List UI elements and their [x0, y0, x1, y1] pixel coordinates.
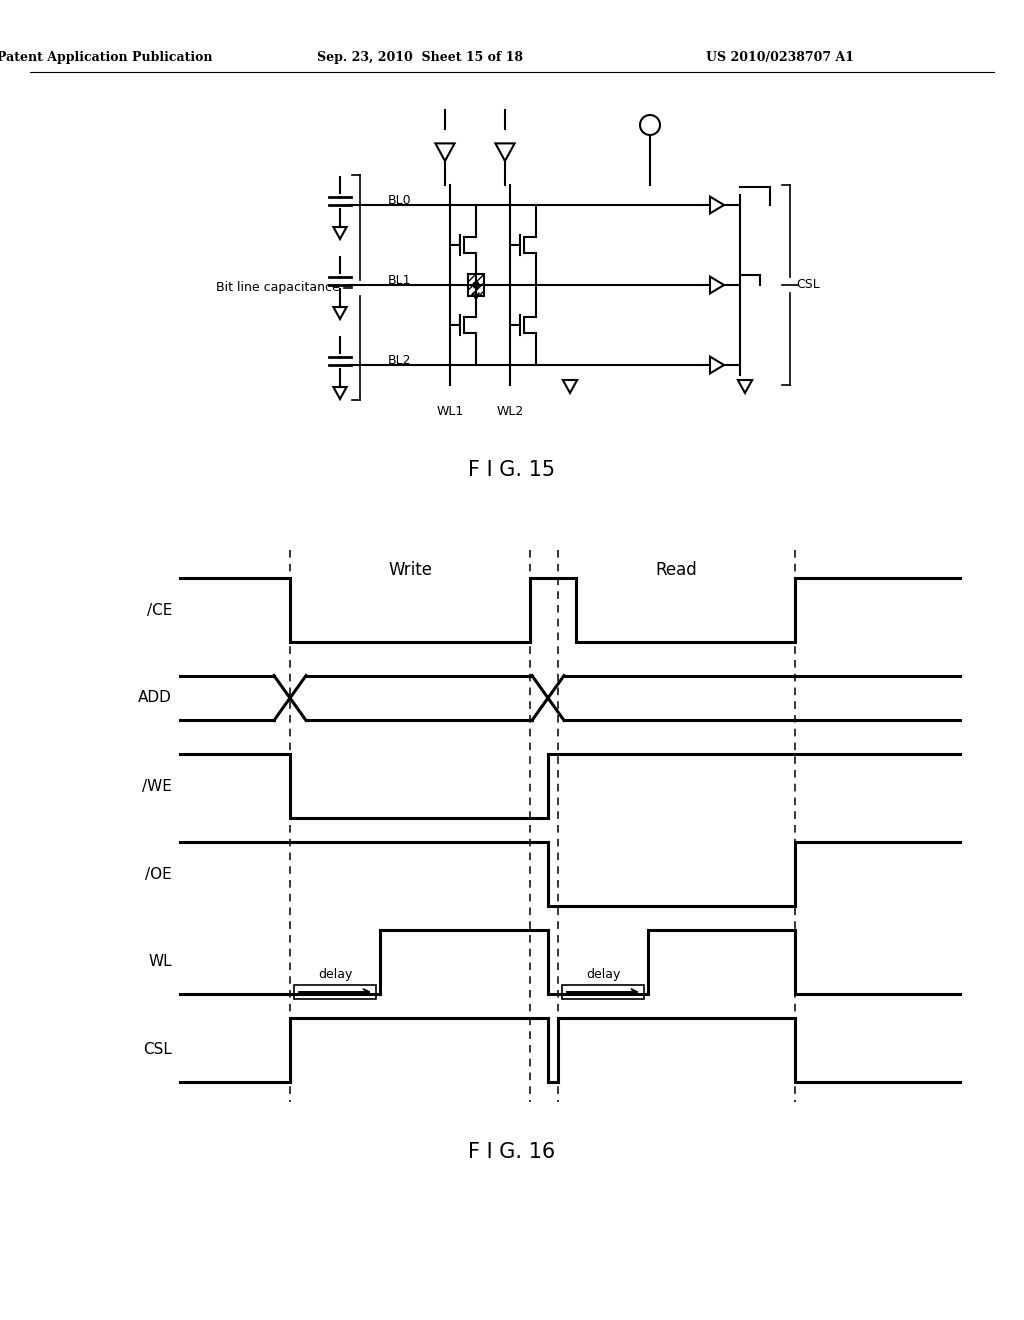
Text: Bit line capacitance: Bit line capacitance [216, 281, 340, 294]
Text: delay: delay [586, 968, 621, 981]
Text: delay: delay [317, 968, 352, 981]
Text: F I G. 16: F I G. 16 [468, 1142, 556, 1162]
Text: Write: Write [388, 561, 432, 579]
Text: WL2: WL2 [497, 405, 523, 418]
Bar [294, 985, 376, 999]
Text: ADD: ADD [138, 690, 172, 705]
Text: Read: Read [655, 561, 697, 579]
Text: Sep. 23, 2010  Sheet 15 of 18: Sep. 23, 2010 Sheet 15 of 18 [317, 51, 523, 65]
Text: BL1: BL1 [388, 275, 412, 288]
Text: WL: WL [148, 954, 172, 969]
Bar [468, 275, 484, 296]
Text: /WE: /WE [142, 779, 172, 793]
Text: F I G. 15: F I G. 15 [468, 459, 556, 480]
Text: CSL: CSL [143, 1043, 172, 1057]
Text: BL0: BL0 [388, 194, 412, 207]
Text: US 2010/0238707 A1: US 2010/0238707 A1 [706, 51, 854, 65]
Circle shape [473, 282, 479, 288]
Text: BL2: BL2 [388, 355, 412, 367]
Text: CSL: CSL [796, 279, 820, 292]
Text: /OE: /OE [145, 866, 172, 882]
Text: WL1: WL1 [436, 405, 464, 418]
Text: /CE: /CE [146, 602, 172, 618]
Text: Patent Application Publication: Patent Application Publication [0, 51, 213, 65]
Bar [562, 985, 644, 999]
